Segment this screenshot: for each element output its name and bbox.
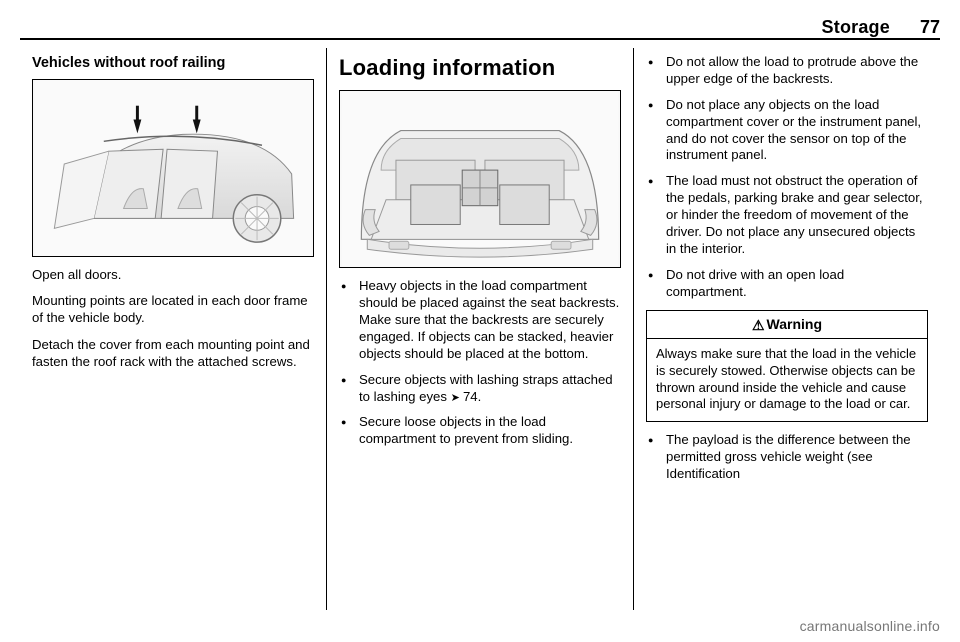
bullet-text: Heavy objects in the load compartment sh…: [359, 278, 619, 361]
warning-title-text: Warning: [767, 316, 822, 332]
bullet-text: The payload is the difference between th…: [666, 432, 911, 481]
bullet-text: Do not allow the load to protrude above …: [666, 54, 918, 86]
col1-p1: Open all doors.: [32, 267, 314, 284]
col3-bullets-bottom: The payload is the difference between th…: [646, 432, 928, 483]
page-header: Storage 77: [20, 10, 940, 38]
list-item: Secure objects with lashing straps attac…: [339, 372, 621, 406]
list-item: The load must not obstruct the operation…: [646, 173, 928, 257]
bullet-text: Do not place any objects on the load com…: [666, 97, 921, 163]
col3-bullets-top: Do not allow the load to protrude above …: [646, 54, 928, 301]
bullet-text: Secure loose objects in the load compart…: [359, 414, 573, 446]
manual-page: Storage 77 Vehicles without roof railing: [0, 0, 960, 642]
col1-p3: Detach the cover from each mounting poin…: [32, 337, 314, 371]
bullet-text: Secure objects with lashing straps attac…: [359, 372, 613, 404]
warning-title: ⚠Warning: [647, 311, 927, 340]
column-1: Vehicles without roof railing: [20, 48, 326, 610]
figure-load-compartment: [339, 90, 621, 268]
bullet-text: The load must not obstruct the operation…: [666, 173, 923, 256]
figure-roof-rack-mounting: [32, 79, 314, 257]
list-item: Secure loose objects in the load compart…: [339, 414, 621, 448]
list-item: The payload is the difference between th…: [646, 432, 928, 483]
cross-ref: 74.: [451, 389, 482, 404]
column-container: Vehicles without roof railing: [20, 48, 940, 610]
bullet-text: Do not drive with an open load compartme…: [666, 267, 844, 299]
warning-icon: ⚠: [752, 317, 765, 333]
list-item: Do not place any objects on the load com…: [646, 97, 928, 165]
header-section: Storage: [822, 17, 890, 38]
list-item: Do not allow the load to protrude above …: [646, 54, 928, 88]
column-3: Do not allow the load to protrude above …: [633, 48, 940, 610]
list-item: Heavy objects in the load compartment sh…: [339, 278, 621, 362]
footer-link: carmanualsonline.info: [800, 618, 940, 634]
warning-body: Always make sure that the load in the ve…: [647, 339, 927, 421]
warning-box: ⚠Warning Always make sure that the load …: [646, 310, 928, 422]
column-2: Loading information: [326, 48, 633, 610]
header-page-number: 77: [920, 17, 940, 38]
list-item: Do not drive with an open load compartme…: [646, 267, 928, 301]
col1-subhead: Vehicles without roof railing: [32, 54, 314, 73]
col2-chapter: Loading information: [339, 54, 621, 82]
col2-bullets: Heavy objects in the load compartment sh…: [339, 278, 621, 448]
col1-p2: Mounting points are located in each door…: [32, 293, 314, 327]
header-rule: [20, 38, 940, 40]
